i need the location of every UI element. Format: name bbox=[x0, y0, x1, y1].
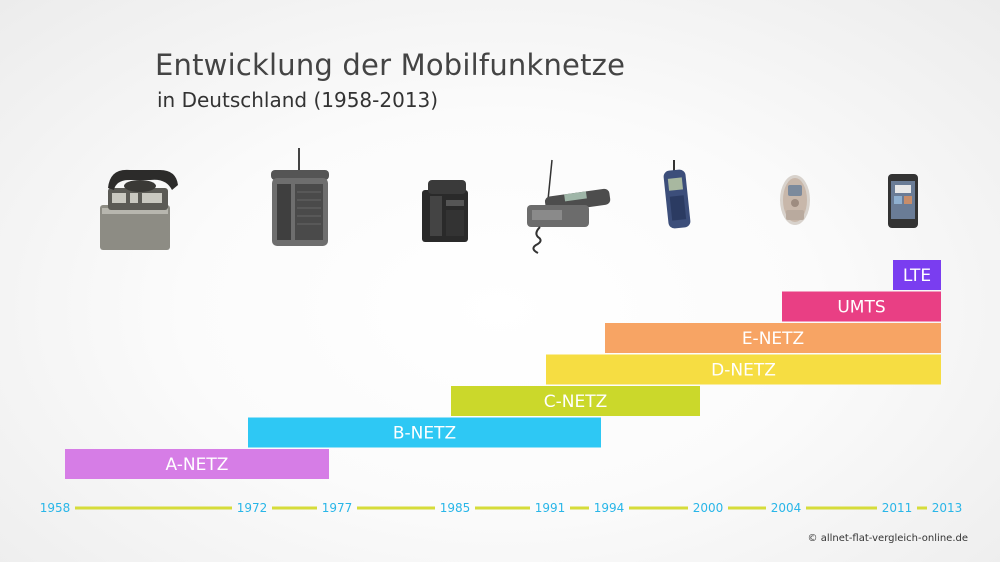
year-tick-label: 2011 bbox=[882, 501, 913, 515]
bar-lte bbox=[893, 260, 941, 290]
year-tick-label: 1977 bbox=[322, 501, 353, 515]
device-image bbox=[422, 180, 468, 242]
bar-label: UMTS bbox=[837, 298, 885, 318]
device-image bbox=[663, 160, 691, 229]
device-image bbox=[888, 174, 918, 228]
bar-umts bbox=[782, 291, 941, 322]
timeline-axis: 1958 1972 1977 1985 1991 1994 2000 2004 2011 2013 bbox=[40, 501, 963, 515]
copyright-note: © allnet-flat-vergleich-online.de bbox=[807, 533, 968, 544]
bar-label: C-NETZ bbox=[544, 392, 608, 412]
bars-group: A-NETZ B-NETZ C-NETZ D-NETZ E-NETZ UMTS LTE bbox=[65, 260, 941, 479]
year-tick-label: 2000 bbox=[693, 501, 724, 515]
year-tick-label: 2004 bbox=[771, 501, 802, 515]
year-tick-label: 1972 bbox=[237, 501, 268, 515]
bar-c-netz bbox=[451, 386, 700, 416]
device-images bbox=[100, 148, 918, 254]
year-tick-label: 1985 bbox=[440, 501, 471, 515]
device-image bbox=[271, 148, 329, 246]
bar-e-netz bbox=[605, 323, 941, 353]
device-image bbox=[527, 159, 611, 254]
device-image bbox=[100, 169, 178, 250]
device-image bbox=[780, 175, 810, 225]
chart-title: Entwicklung der Mobilfunknetze bbox=[155, 48, 626, 82]
year-tick-label: 1994 bbox=[594, 501, 625, 515]
year-tick-label: 1991 bbox=[535, 501, 566, 515]
bar-a-netz bbox=[65, 449, 329, 479]
bar-label: A-NETZ bbox=[166, 455, 229, 475]
bar-label: B-NETZ bbox=[393, 424, 456, 444]
bar-label: D-NETZ bbox=[711, 361, 776, 381]
year-tick-label: 1958 bbox=[40, 501, 71, 515]
chart-subtitle: in Deutschland (1958-2013) bbox=[157, 88, 439, 112]
bar-d-netz bbox=[546, 354, 941, 385]
bar-b-netz bbox=[248, 417, 601, 448]
bar-label: E-NETZ bbox=[742, 329, 804, 349]
year-tick-label: 2013 bbox=[932, 501, 963, 515]
bar-label: LTE bbox=[903, 266, 931, 286]
